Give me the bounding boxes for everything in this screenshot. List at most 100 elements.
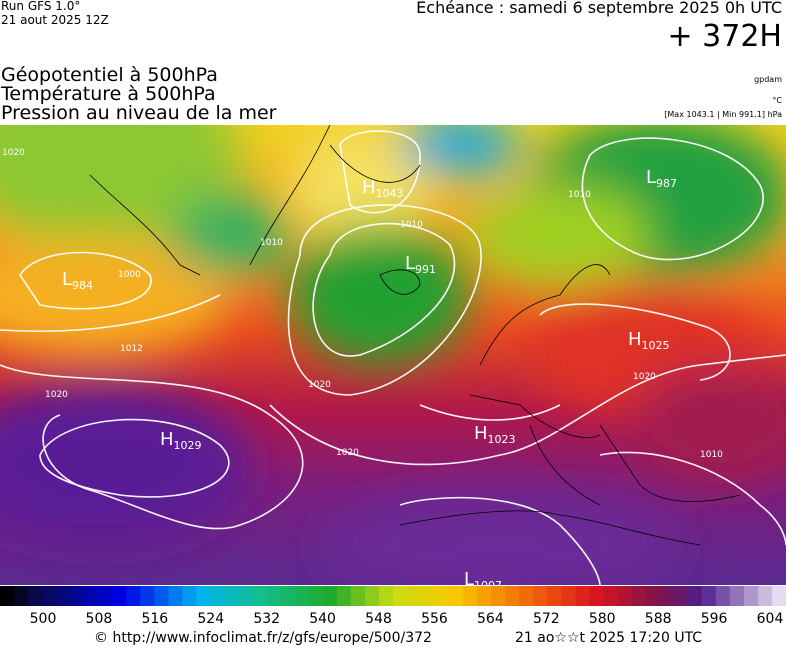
colorbar-swatch bbox=[575, 586, 590, 606]
colorbar-tick: 524 bbox=[197, 611, 224, 626]
colorbar-swatch bbox=[266, 586, 282, 606]
colorbar-tick: 604 bbox=[757, 611, 784, 626]
colorbar-swatch bbox=[729, 586, 745, 606]
colorbar-swatch bbox=[533, 586, 548, 606]
center-value: 1025 bbox=[642, 339, 670, 352]
pressure-center: L984 bbox=[62, 269, 93, 292]
colorbar-swatch bbox=[393, 586, 408, 606]
isobar-label: 1000 bbox=[118, 270, 141, 280]
title: Température à 500hPa bbox=[1, 83, 216, 105]
colorbar-tick: 556 bbox=[421, 611, 448, 626]
isobars bbox=[0, 130, 786, 585]
colorbar-swatch bbox=[70, 586, 85, 606]
center-letter: H bbox=[362, 177, 376, 198]
colorbar-swatch bbox=[589, 586, 605, 606]
colorbar-tick: 508 bbox=[86, 611, 113, 626]
colorbar-tick: 500 bbox=[30, 611, 57, 626]
colorbar-swatch bbox=[519, 586, 534, 606]
center-value: 987 bbox=[656, 177, 677, 190]
colorbar-swatch bbox=[308, 586, 324, 606]
isobar-label: 1020 bbox=[45, 390, 68, 400]
unit: °C bbox=[772, 96, 782, 105]
colorbar-swatch bbox=[561, 586, 576, 606]
colorbar-swatch bbox=[463, 586, 478, 606]
colorbar-swatch bbox=[757, 586, 773, 606]
colorbar-swatch bbox=[154, 586, 169, 606]
isobar-label: 1020 bbox=[2, 148, 25, 158]
center-value: 991 bbox=[415, 263, 436, 276]
center-value: 984 bbox=[72, 279, 93, 292]
isobar-label: 1020 bbox=[633, 372, 656, 382]
colorbar-swatch bbox=[140, 586, 155, 606]
center-value: 1023 bbox=[488, 433, 516, 446]
colorbar-swatch bbox=[28, 586, 43, 606]
colorbar-tick: 548 bbox=[365, 611, 392, 626]
source: © http://www.infoclimat.fr/z/gfs/europe/… bbox=[94, 630, 432, 646]
colorbar-swatch bbox=[743, 586, 759, 606]
run: Run GFS 1.0° bbox=[1, 0, 81, 13]
colorbar-swatch bbox=[505, 586, 520, 606]
center-letter: L bbox=[62, 269, 72, 290]
validity: Echéance : samedi 6 septembre 2025 0h UT… bbox=[416, 0, 782, 17]
isobar-label: 1012 bbox=[120, 344, 143, 354]
pressure-center: L987 bbox=[646, 167, 677, 190]
colorbar-swatch bbox=[435, 586, 450, 606]
colorbar-swatch bbox=[364, 586, 380, 606]
center-value: 1029 bbox=[174, 439, 202, 452]
title: Pression au niveau de la mer bbox=[1, 102, 277, 124]
colorbar-swatch bbox=[659, 586, 675, 606]
pressure-center: H1023 bbox=[474, 423, 516, 446]
colorbar-swatch bbox=[687, 586, 703, 606]
colorbar-swatch bbox=[224, 586, 240, 606]
colorbar-swatch bbox=[645, 586, 661, 606]
pressure-center: H1043 bbox=[362, 177, 404, 200]
colorbar-tick: 588 bbox=[645, 611, 672, 626]
generated: 21 ao☆☆t 2025 17:20 UTC bbox=[515, 630, 703, 646]
colorbar-swatch bbox=[407, 586, 422, 606]
colorbar-swatch bbox=[0, 586, 15, 606]
colorbar-tick: 572 bbox=[533, 611, 560, 626]
colorbar-swatch bbox=[14, 586, 29, 606]
isobar-label: 1010 bbox=[700, 450, 723, 460]
colorbar-swatch bbox=[294, 586, 310, 606]
center-value: 1043 bbox=[376, 187, 404, 200]
colorbar-swatch bbox=[449, 586, 464, 606]
colorbar-tick: 596 bbox=[701, 611, 728, 626]
center-letter: H bbox=[474, 423, 488, 444]
title: Géopotentiel à 500hPa bbox=[1, 64, 218, 86]
pressure-center: L1007 bbox=[464, 569, 502, 585]
unit: gpdam bbox=[754, 75, 782, 84]
center-letter: L bbox=[405, 253, 415, 274]
colorbar-swatch bbox=[673, 586, 689, 606]
colorbar-swatch bbox=[631, 586, 647, 606]
colorbar-swatch bbox=[491, 586, 506, 606]
colorbar-tick: 532 bbox=[253, 611, 280, 626]
isobar-label: 1020 bbox=[336, 448, 359, 458]
forecast-hour: + 372H bbox=[667, 19, 783, 54]
colorbar-tick: 564 bbox=[477, 611, 504, 626]
center-value: 1007 bbox=[474, 579, 502, 585]
colorbar-swatch bbox=[84, 586, 99, 606]
colorbar-swatch bbox=[421, 586, 436, 606]
colorbar-swatch bbox=[350, 586, 366, 606]
center-letter: H bbox=[628, 329, 642, 350]
colorbar-swatch bbox=[617, 586, 633, 606]
colorbar-swatch bbox=[603, 586, 619, 606]
colorbar-swatch bbox=[547, 586, 562, 606]
colorbar-swatch bbox=[701, 586, 717, 606]
isobar-label: 1010 bbox=[260, 238, 283, 248]
colorbar-swatch bbox=[98, 586, 113, 606]
colorbar-swatch bbox=[771, 586, 786, 606]
map: H1043L991L984L987H1029H1025H1023L1007102… bbox=[0, 125, 786, 585]
coastlines bbox=[89, 125, 741, 546]
center-letter: L bbox=[464, 569, 474, 585]
colorbar-swatch bbox=[715, 586, 731, 606]
colorbar-swatch bbox=[322, 586, 338, 606]
center-letter: L bbox=[646, 167, 656, 188]
colorbar-swatch bbox=[168, 586, 183, 606]
colorbar-tick: 580 bbox=[589, 611, 616, 626]
colorbar-swatch bbox=[252, 586, 268, 606]
colorbar-swatch bbox=[238, 586, 254, 606]
colorbar-swatch bbox=[477, 586, 492, 606]
colorbar-swatch bbox=[280, 586, 296, 606]
